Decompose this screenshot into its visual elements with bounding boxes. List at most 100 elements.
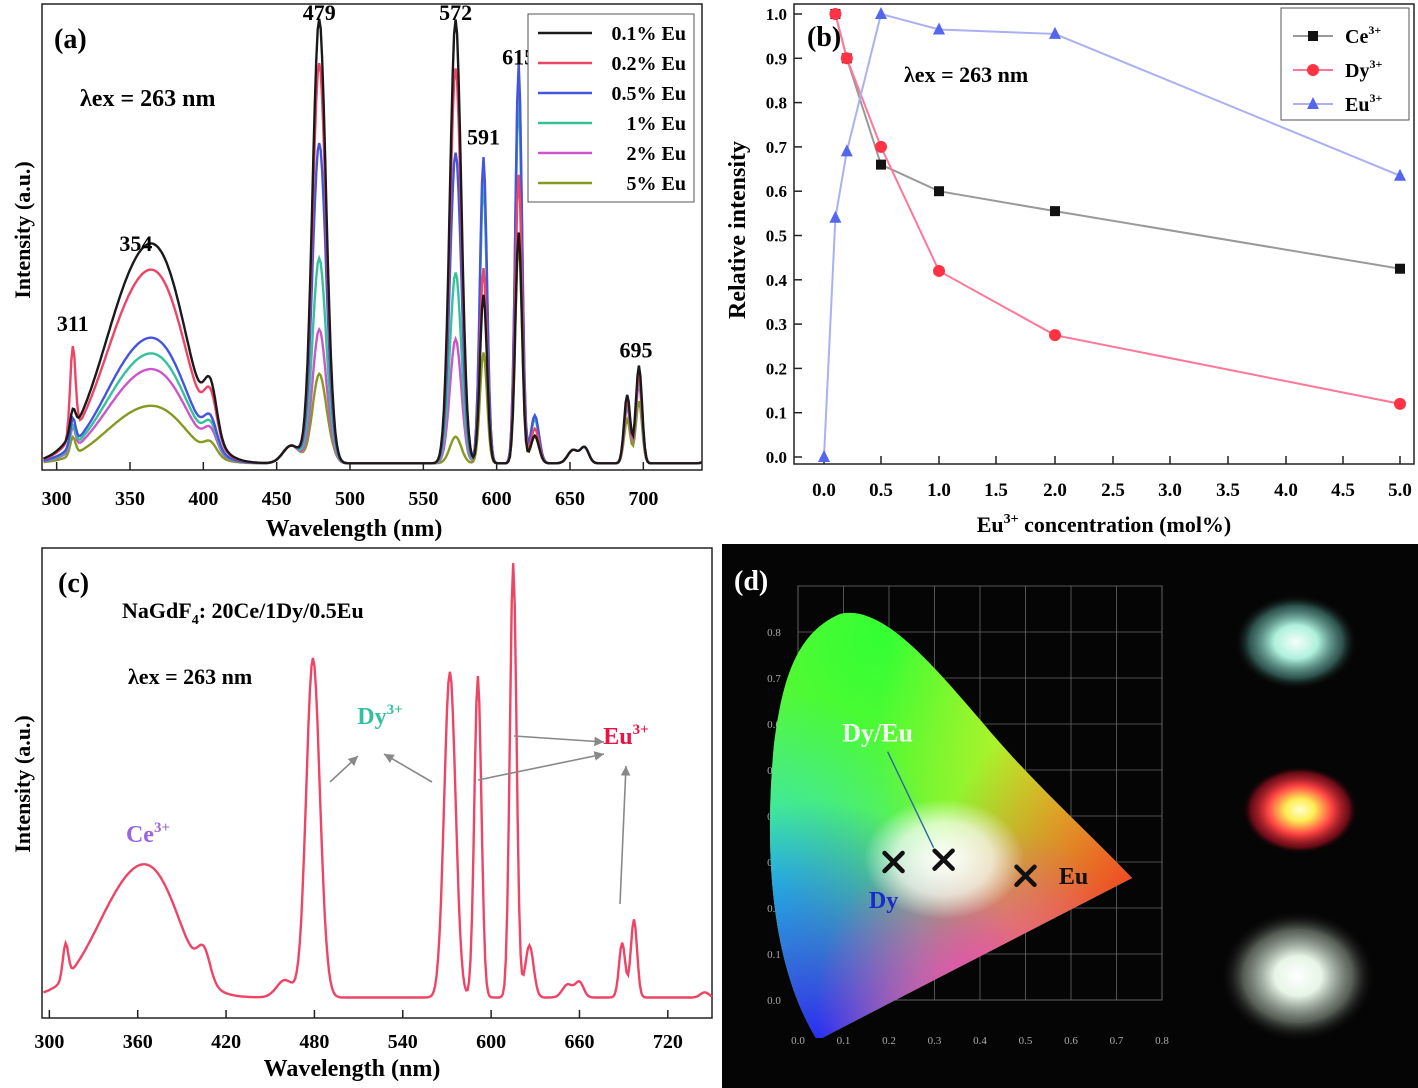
x-tick-label: 2.0 bbox=[1043, 480, 1067, 501]
panel-label: (a) bbox=[54, 24, 87, 55]
annotation-arrow bbox=[329, 755, 359, 783]
y-axis-label: Intensity (a.u.) bbox=[10, 161, 35, 299]
x-axis-label: Wavelength (nm) bbox=[266, 516, 443, 542]
y-tick-label: 0.6 bbox=[766, 182, 787, 201]
x-tick-label: 600 bbox=[476, 1031, 506, 1053]
x-tick-label: 350 bbox=[115, 488, 145, 510]
spectrum-chart-c: 300 360 420 480 540 600 660 720 (c) NaGdF4: 20C… bbox=[10, 547, 713, 1082]
spectra-chart-a: 300 350 400 450 500 550 600 650 700 311 354 479 572… bbox=[10, 0, 703, 542]
y-axis-label: Relative intensity bbox=[725, 141, 751, 319]
x-tick-label: 0.5 bbox=[869, 480, 893, 501]
x-tick-label: 3.0 bbox=[1158, 480, 1182, 501]
cie-point-marker bbox=[932, 848, 955, 871]
cie-point-marker bbox=[1014, 864, 1037, 888]
y-tick-label: 0.9 bbox=[766, 49, 787, 68]
x-tick-label: 4.0 bbox=[1274, 480, 1298, 501]
marker-circle bbox=[1049, 329, 1061, 342]
peak-label: 479 bbox=[303, 0, 336, 25]
marker-circle bbox=[875, 140, 887, 153]
marker-square bbox=[934, 186, 944, 197]
x-tick-label: 400 bbox=[188, 488, 218, 510]
x-axis-charge: 3+ bbox=[1004, 512, 1019, 527]
plot-frame bbox=[793, 3, 1415, 465]
legend-entry: Eu3+ bbox=[1345, 91, 1382, 116]
leader-line bbox=[886, 751, 935, 849]
x-tick-label: 5.0 bbox=[1388, 480, 1412, 501]
sample-formula: NaGdF bbox=[122, 598, 192, 623]
y-tick-label: 0.2 bbox=[766, 359, 787, 378]
peak-label: 354 bbox=[119, 231, 152, 256]
sample-composition: : 20Ce/1Dy/0.5Eu bbox=[199, 598, 364, 623]
x-tick-label: 660 bbox=[564, 1031, 594, 1053]
marker-square bbox=[876, 159, 886, 170]
y-tick-label: 0.8 bbox=[766, 94, 787, 113]
x-axis-label: Wavelength (nm) bbox=[264, 1056, 441, 1082]
y-axis-label: Intensity (a.u.) bbox=[10, 715, 35, 853]
x-tick-label: 450 bbox=[262, 488, 292, 510]
marker-triangle bbox=[829, 210, 842, 223]
annotation-arrow bbox=[513, 735, 605, 747]
marker-triangle bbox=[875, 7, 887, 19]
panel-label: (c) bbox=[58, 568, 89, 599]
x-tick-label: 500 bbox=[335, 488, 365, 510]
x-tick-label: 0.1 bbox=[837, 1035, 851, 1047]
x-tick-label: 1.0 bbox=[927, 480, 951, 501]
y-tick-label: 1.0 bbox=[766, 5, 787, 24]
peak-label: 311 bbox=[57, 311, 89, 336]
panel-a: 300 350 400 450 500 550 600 650 700 311 354 479 572… bbox=[0, 0, 709, 544]
x-tick-label: 360 bbox=[123, 1031, 153, 1053]
panel-c: 300 360 420 480 540 600 660 720 (c) NaGdF4: 20C… bbox=[0, 544, 718, 1088]
y-tick-label: 0.4 bbox=[766, 271, 788, 290]
x-tick-label: 0.8 bbox=[1155, 1035, 1169, 1047]
marker-square bbox=[1395, 263, 1405, 274]
photo-white-glow bbox=[1220, 910, 1376, 1042]
excitation-lambda: λex = 263 nm bbox=[80, 86, 215, 112]
y-tick-label: 0.0 bbox=[766, 448, 787, 467]
x-tick-label: 540 bbox=[388, 1031, 418, 1053]
marker-circle bbox=[829, 8, 842, 20]
emission-photos bbox=[1220, 594, 1376, 1042]
photo-cyan-glow bbox=[1234, 594, 1358, 690]
legend-entry: 5% Eu bbox=[627, 173, 686, 195]
x-tick-label: 300 bbox=[42, 488, 72, 510]
marker-circle bbox=[840, 52, 853, 65]
ion-annotations: Ce3+ Dy3+ Eu3+ bbox=[126, 702, 649, 905]
marker-triangle bbox=[1307, 97, 1319, 109]
y-tick-label: 0.1 bbox=[767, 949, 781, 961]
sample-subscript: 4 bbox=[192, 613, 199, 628]
plot-frame bbox=[41, 3, 703, 471]
cie-point-label: Dy bbox=[869, 888, 898, 914]
panel-d: 0.00.10.20.30.40.50.60.70.80.00.10.20.30… bbox=[722, 544, 1418, 1088]
series-line bbox=[43, 18, 703, 465]
x-tick-label: 0.5 bbox=[1019, 1035, 1033, 1047]
ion-label: Ce3+ bbox=[126, 820, 170, 848]
x-tick-label: 0.0 bbox=[812, 480, 836, 501]
x-tick-label: 650 bbox=[555, 488, 585, 510]
y-tick-label: 0.7 bbox=[766, 138, 788, 157]
plot-frame bbox=[41, 547, 713, 1019]
legend: 0.1% Eu 0.2% Eu 0.5% Eu 1% Eu 2% Eu 5% Eu bbox=[527, 13, 695, 203]
cie-diagram: 0.00.10.20.30.40.50.60.70.80.00.10.20.30… bbox=[722, 544, 1418, 1088]
marker-square bbox=[1050, 206, 1060, 217]
legend-entry: Dy3+ bbox=[1345, 57, 1382, 82]
y-tick-label: 0.0 bbox=[767, 995, 781, 1007]
x-tick-label: 0.7 bbox=[1110, 1035, 1124, 1047]
x-axis-label: Eu3+ concentration (mol%) bbox=[977, 512, 1232, 537]
legend-entry: 1% Eu bbox=[627, 113, 686, 135]
legend-entry: 0.5% Eu bbox=[612, 83, 686, 105]
y-tick-label: 0.5 bbox=[766, 227, 787, 246]
x-tick-label: 0.4 bbox=[973, 1035, 987, 1047]
marker-triangle bbox=[818, 450, 830, 462]
marker-triangle bbox=[1394, 168, 1406, 181]
x-tick-label: 600 bbox=[482, 488, 512, 510]
x-tick-label: 700 bbox=[628, 488, 658, 510]
peak-label: 591 bbox=[467, 124, 500, 149]
legend-entry: Ce3+ bbox=[1345, 23, 1381, 48]
peak-label: 572 bbox=[439, 0, 472, 25]
legend-entry: 2% Eu bbox=[627, 143, 686, 165]
legend: Ce3+ Dy3+ Eu3+ bbox=[1280, 7, 1410, 121]
annotation-arrow bbox=[619, 765, 631, 905]
legend-box bbox=[527, 13, 695, 203]
panel-label: (d) bbox=[734, 566, 768, 597]
marker-circle bbox=[1307, 64, 1319, 76]
